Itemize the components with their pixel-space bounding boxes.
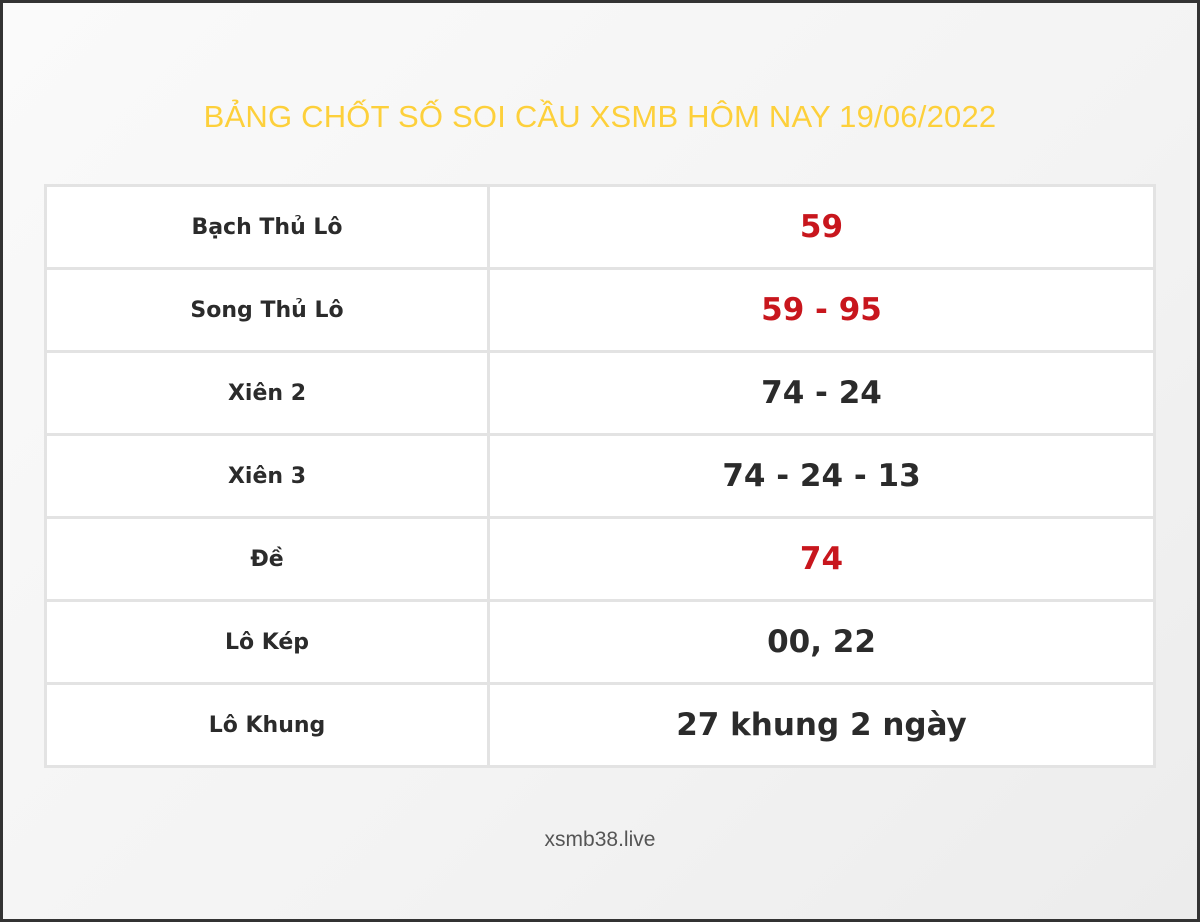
table-row: Xiên 2 74 - 24 xyxy=(44,350,1156,436)
row-label: Xiên 3 xyxy=(44,433,490,519)
row-label: Lô Khung xyxy=(44,682,490,768)
row-value: 74 - 24 - 13 xyxy=(487,433,1156,519)
row-label: Bạch Thủ Lô xyxy=(44,184,490,270)
row-value: 59 xyxy=(487,184,1156,270)
site-watermark: xsmb38.live xyxy=(544,828,656,851)
row-value: 74 xyxy=(487,516,1156,602)
row-label: Lô Kép xyxy=(44,599,490,685)
row-label: Xiên 2 xyxy=(44,350,490,436)
table-row: Bạch Thủ Lô 59 xyxy=(44,184,1156,270)
table-row: Lô Khung 27 khung 2 ngày xyxy=(44,682,1156,768)
table-row: Xiên 3 74 - 24 - 13 xyxy=(44,433,1156,519)
row-value: 00, 22 xyxy=(487,599,1156,685)
row-label: Song Thủ Lô xyxy=(44,267,490,353)
row-value: 27 khung 2 ngày xyxy=(487,682,1156,768)
page-title: BẢNG CHỐT SỐ SOI CẦU XSMB HÔM NAY 19/06/… xyxy=(203,99,997,134)
row-value: 59 - 95 xyxy=(487,267,1156,353)
row-value: 74 - 24 xyxy=(487,350,1156,436)
table-row: Song Thủ Lô 59 - 95 xyxy=(44,267,1156,353)
table-row: Đề 74 xyxy=(44,516,1156,602)
table-row: Lô Kép 00, 22 xyxy=(44,599,1156,685)
row-label: Đề xyxy=(44,516,490,602)
